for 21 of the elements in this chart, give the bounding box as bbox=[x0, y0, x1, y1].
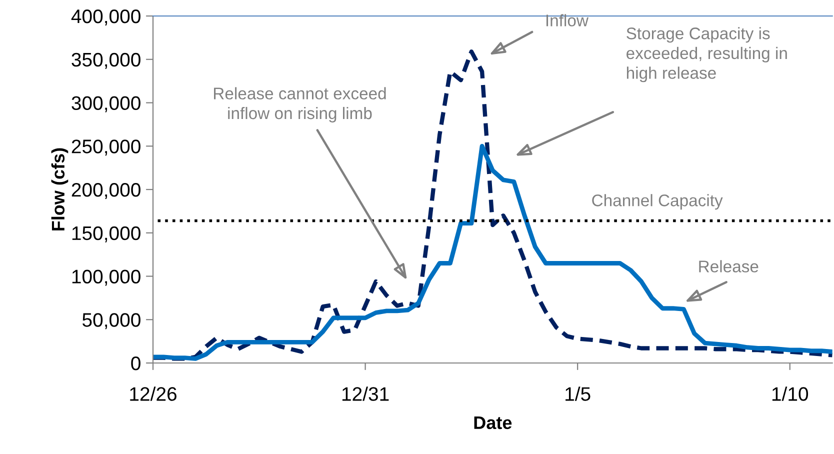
y-tick-label: 400,000 bbox=[71, 9, 140, 26]
x-tick-label: 1/10 bbox=[772, 386, 808, 401]
y-tick-label: 100,000 bbox=[72, 270, 140, 286]
annotation: Release cannot exceed inflow on rising limb bbox=[214, 87, 386, 122]
annotation: Release bbox=[699, 260, 758, 272]
annotation: Inflow bbox=[546, 14, 589, 26]
y-tick-label: 200,000 bbox=[72, 182, 140, 200]
annotation: Storage Capacity is exceeded, resulting in high release bbox=[626, 27, 787, 82]
y-tick-label: 250,000 bbox=[72, 140, 140, 156]
line-series bbox=[153, 144, 832, 361]
y-tick-label: 350,000 bbox=[72, 52, 140, 69]
ref-line-label: Channel Capacity bbox=[592, 194, 723, 210]
x-tick-label: 12/26 bbox=[130, 386, 176, 401]
x-tick-label: 1/5 bbox=[566, 386, 590, 401]
y-tick-label: 300,000 bbox=[72, 96, 140, 112]
y-tick-label: 0 bbox=[131, 356, 140, 370]
y-axis-title: Flow (cfs) bbox=[51, 148, 68, 230]
x-tick-label: 12/31 bbox=[342, 386, 389, 401]
x-axis-title: Date bbox=[474, 416, 512, 430]
y-tick-label: 150,000 bbox=[72, 226, 140, 242]
y-tick-label: 50,000 bbox=[82, 313, 140, 330]
